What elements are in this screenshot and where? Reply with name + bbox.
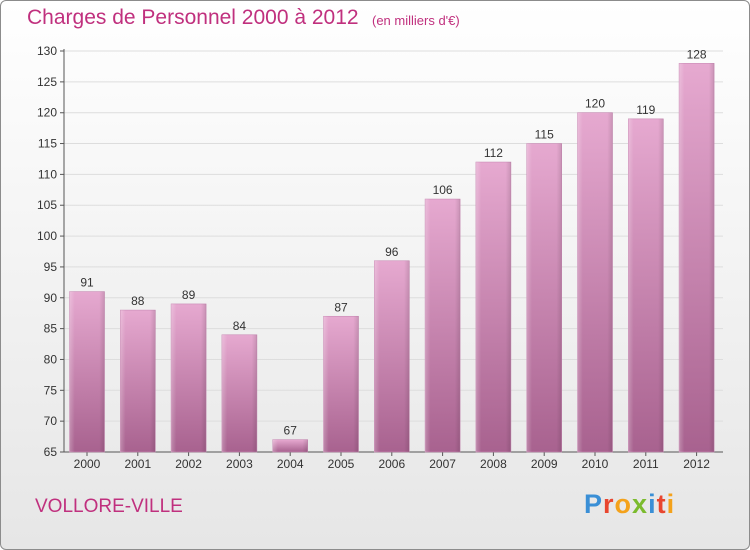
data-label: 119 (636, 103, 655, 117)
proxiti-logo[interactable]: Proxiti (584, 489, 675, 520)
x-tick-label: 2005 (328, 457, 355, 471)
y-tick-label: 115 (38, 137, 57, 151)
data-label: 112 (484, 146, 503, 160)
y-tick-label: 130 (37, 44, 57, 58)
y-tick-label: 125 (37, 75, 57, 89)
data-label: 91 (80, 276, 94, 290)
y-tick-label: 85 (44, 322, 58, 336)
bar-shading (69, 291, 105, 452)
logo-letter: r (603, 489, 615, 519)
bar-shading (425, 199, 461, 452)
data-label: 96 (385, 245, 399, 259)
y-tick-label: 65 (44, 445, 58, 459)
data-label: 106 (433, 183, 453, 197)
x-tick-label: 2004 (277, 457, 304, 471)
data-label: 84 (233, 319, 247, 333)
x-tick-label: 2010 (582, 457, 609, 471)
bar-shading (628, 118, 664, 452)
data-label: 89 (182, 288, 196, 302)
data-label: 120 (585, 97, 605, 111)
x-tick-label: 2003 (226, 457, 253, 471)
x-tick-label: 2001 (124, 457, 151, 471)
data-label: 87 (334, 300, 348, 314)
y-tick-label: 75 (44, 383, 58, 397)
city-name: VOLLORE-VILLE (35, 496, 183, 517)
x-tick-label: 2006 (378, 457, 405, 471)
y-tick-label: 95 (44, 260, 58, 274)
data-label: 88 (131, 294, 145, 308)
y-tick-label: 110 (38, 167, 57, 181)
bar-shading (374, 260, 410, 452)
bar-shading (679, 63, 715, 452)
y-tick-label: 120 (37, 106, 57, 120)
logo-letter: o (614, 489, 633, 519)
bar-shading (221, 334, 257, 452)
labels: 91 2000 88 2001 89 2002 84 2003 67 2004 87 2005 96 20… (74, 47, 711, 471)
y-tick-label: 100 (37, 229, 57, 243)
x-tick-label: 2009 (531, 457, 558, 471)
y-tick-label: 105 (37, 198, 57, 212)
axes: 65 70 75 80 85 90 95 100 105 110 115 120 125 130 (37, 44, 723, 459)
x-tick-label: 2000 (74, 457, 101, 471)
y-tick-label: 70 (44, 414, 58, 428)
bars (69, 63, 715, 453)
data-label: 128 (687, 47, 707, 61)
x-tick-label: 2011 (633, 457, 659, 471)
logo-letter: P (584, 489, 604, 519)
logo-letter: i (648, 489, 657, 519)
data-label: 115 (535, 128, 554, 142)
y-tick-label: 80 (44, 352, 58, 366)
x-tick-label: 2012 (683, 457, 710, 471)
chart-title: Charges de Personnel 2000 à 2012 (27, 6, 359, 29)
bar-shading (120, 310, 156, 452)
bar-shading (475, 162, 511, 453)
x-tick-label: 2002 (175, 457, 202, 471)
x-tick-label: 2008 (480, 457, 507, 471)
bar-shading (526, 143, 562, 453)
bar-shading (272, 439, 308, 452)
bar-shading (323, 316, 359, 452)
logo-letter: x (632, 489, 649, 519)
data-label: 67 (284, 424, 298, 438)
bar-shading (171, 303, 207, 452)
bar-shading (577, 112, 613, 452)
logo-letter: t (656, 489, 667, 519)
x-tick-label: 2007 (429, 457, 456, 471)
y-tick-label: 90 (44, 291, 58, 305)
logo-letter: i (666, 489, 676, 519)
chart-subtitle: (en milliers d'€) (372, 13, 460, 28)
